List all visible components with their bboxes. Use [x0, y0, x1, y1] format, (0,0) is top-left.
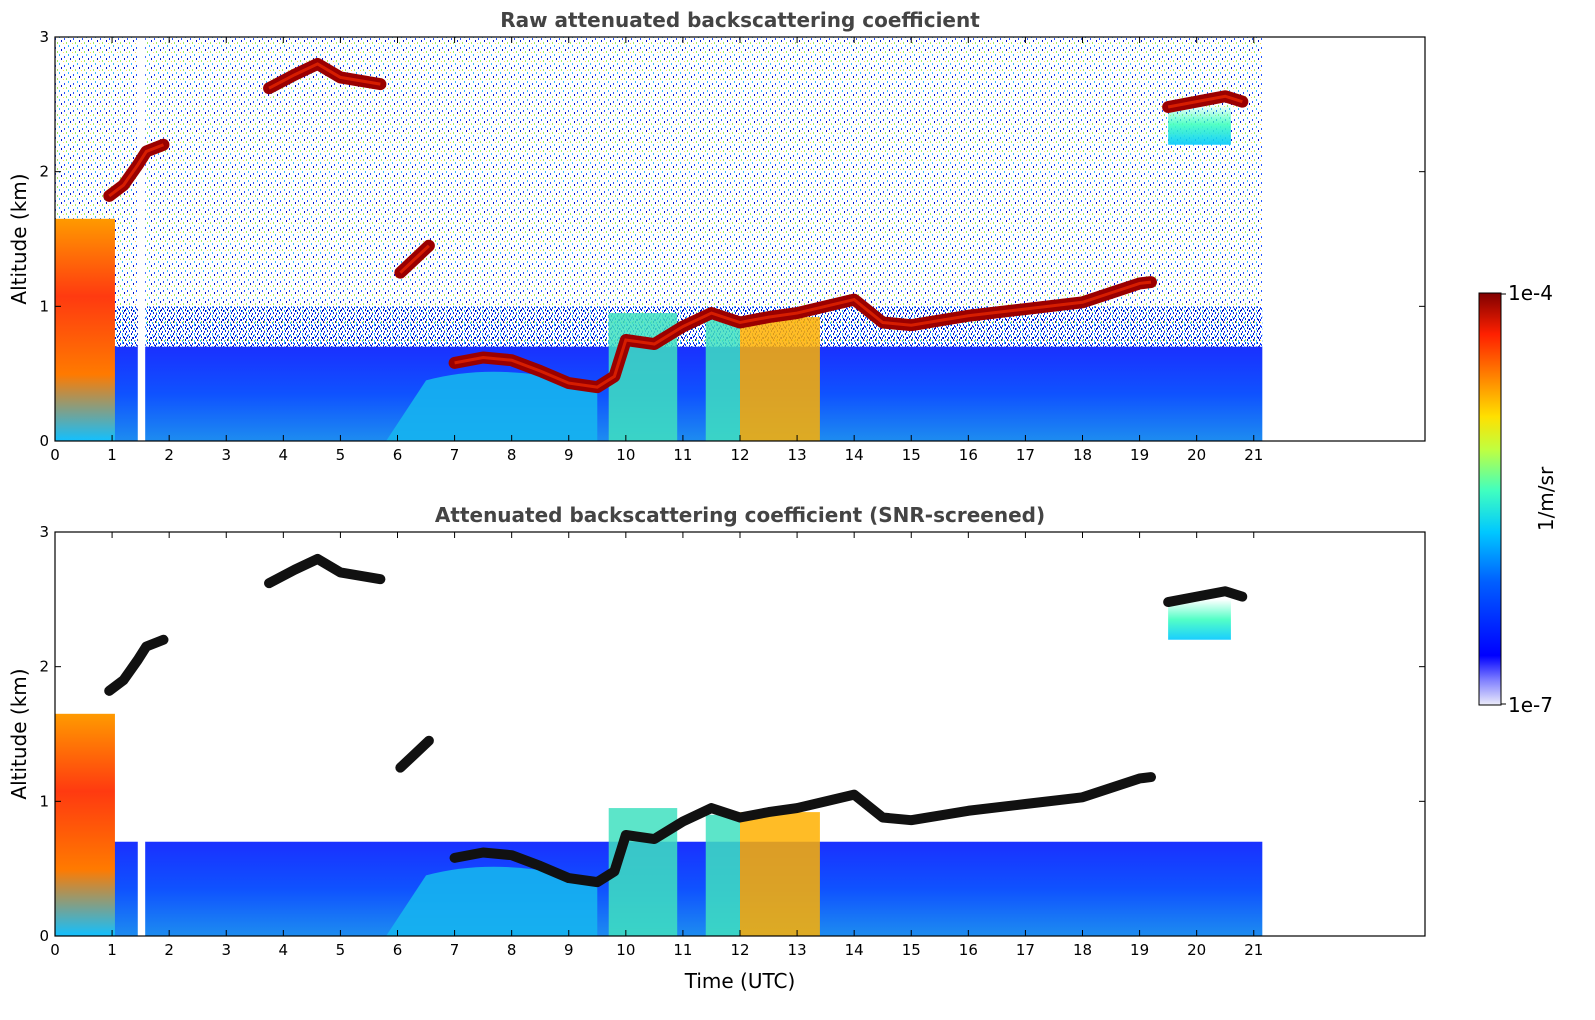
backscatter-image: [55, 532, 1263, 936]
data-gap: [137, 37, 146, 441]
noise-speckle: [55, 37, 1263, 347]
x-axis-ticks: 0 1 2 3 4 5 6 7 8 9 10 11 12 13 14 15 16 17 18 19 20 21: [50, 37, 1263, 464]
x-axis-ticks: 0 1 2 3 4 5 6 7 8 9 10 11 12 13 14 15 16 17 18 19 20 21: [50, 532, 1263, 959]
x-tick-label: 21: [1244, 941, 1263, 959]
cloud-halo: [1168, 599, 1231, 640]
x-tick-label: 17: [1016, 941, 1035, 959]
x-tick-label: 0: [50, 446, 60, 464]
x-tick-label: 11: [673, 941, 692, 959]
cloud-layer: [449, 772, 1156, 888]
x-tick-label: 2: [164, 446, 174, 464]
x-tick-label: 13: [788, 941, 807, 959]
cloud-layers: [104, 553, 1248, 888]
chart-title: Attenuated backscattering coefficient (S…: [435, 503, 1045, 527]
y-tick-label: 3: [39, 523, 49, 541]
x-tick-label: 15: [902, 941, 921, 959]
screened-backscatter-panel: Attenuated backscattering coefficient (S…: [7, 503, 1426, 993]
convective-column: [740, 317, 820, 441]
convective-column: [740, 812, 820, 936]
chart-title: Raw attenuated backscattering coefficien…: [500, 8, 980, 32]
y-axis-ticks: 0 1 2 3: [39, 523, 1425, 945]
x-tick-label: 20: [1187, 941, 1206, 959]
colorbar-gradient: [1478, 292, 1502, 706]
cloud-layers: [103, 57, 1249, 394]
colorbar-max-label: 1e-4: [1508, 281, 1553, 305]
x-axis-label: Time (UTC): [684, 969, 796, 993]
x-tick-label: 8: [507, 446, 517, 464]
data-gap: [137, 532, 146, 936]
y-tick-label: 2: [39, 658, 49, 676]
cloud-layer: [104, 634, 169, 696]
raw-backscatter-panel: Raw attenuated backscattering coefficien…: [7, 8, 1426, 464]
x-tick-label: 6: [393, 446, 403, 464]
x-tick-label: 1: [107, 941, 117, 959]
x-tick-label: 16: [959, 941, 978, 959]
x-tick-label: 12: [730, 941, 749, 959]
aerosol-layer: [386, 371, 598, 441]
x-tick-label: 5: [336, 941, 346, 959]
x-tick-label: 14: [845, 941, 864, 959]
x-tick-label: 10: [616, 446, 635, 464]
colorbar: 1e-4 1e-7 1/m/sr: [1478, 281, 1558, 717]
cloud-layer-core: [108, 143, 165, 198]
y-axis-ticks: 0 1 2 3: [39, 28, 1425, 450]
y-tick-label: 1: [39, 297, 49, 315]
x-tick-label: 17: [1016, 446, 1035, 464]
y-tick-label: 2: [39, 163, 49, 181]
x-tick-label: 16: [959, 446, 978, 464]
x-tick-label: 19: [1130, 446, 1149, 464]
x-tick-label: 5: [336, 446, 346, 464]
x-tick-label: 3: [221, 941, 231, 959]
aerosol-column: [55, 218, 115, 441]
x-tick-label: 15: [902, 446, 921, 464]
colorbar-min-label: 1e-7: [1508, 693, 1553, 717]
x-tick-label: 4: [279, 941, 289, 959]
cloud-layer: [1163, 586, 1248, 608]
cloud-layer-core: [454, 280, 1152, 389]
x-tick-label: 12: [730, 446, 749, 464]
x-tick-label: 9: [564, 941, 574, 959]
x-tick-label: 7: [450, 446, 460, 464]
y-tick-label: 0: [39, 927, 49, 945]
x-tick-label: 6: [393, 941, 403, 959]
x-tick-label: 19: [1130, 941, 1149, 959]
cloud-layer-core: [268, 62, 381, 90]
x-tick-label: 3: [221, 446, 231, 464]
x-tick-label: 7: [450, 941, 460, 959]
x-tick-label: 8: [507, 941, 517, 959]
convective-column: [705, 319, 740, 441]
x-tick-label: 10: [616, 941, 635, 959]
x-tick-label: 2: [164, 941, 174, 959]
backscatter-image: [55, 37, 1263, 441]
y-axis-label: Altitude (km): [7, 173, 31, 304]
y-tick-label: 0: [39, 432, 49, 450]
x-tick-label: 18: [1073, 446, 1092, 464]
aerosol-layer: [386, 866, 598, 936]
aerosol-column: [55, 713, 115, 936]
x-tick-label: 0: [50, 941, 60, 959]
cloud-layer: [395, 735, 434, 773]
cloud-layer-core: [1167, 94, 1243, 109]
colorbar-label: 1/m/sr: [1534, 466, 1558, 531]
x-tick-label: 1: [107, 446, 117, 464]
x-tick-label: 20: [1187, 446, 1206, 464]
x-tick-label: 13: [788, 446, 807, 464]
y-axis-label: Altitude (km): [7, 668, 31, 799]
x-tick-label: 11: [673, 446, 692, 464]
x-tick-label: 18: [1073, 941, 1092, 959]
y-tick-label: 1: [39, 792, 49, 810]
x-tick-label: 9: [564, 446, 574, 464]
convective-column: [705, 814, 740, 936]
x-tick-label: 14: [845, 446, 864, 464]
cloud-layer-core: [399, 244, 430, 274]
cloud-layer: [264, 553, 386, 589]
y-tick-label: 3: [39, 28, 49, 46]
x-tick-label: 21: [1244, 446, 1263, 464]
x-tick-label: 4: [279, 446, 289, 464]
